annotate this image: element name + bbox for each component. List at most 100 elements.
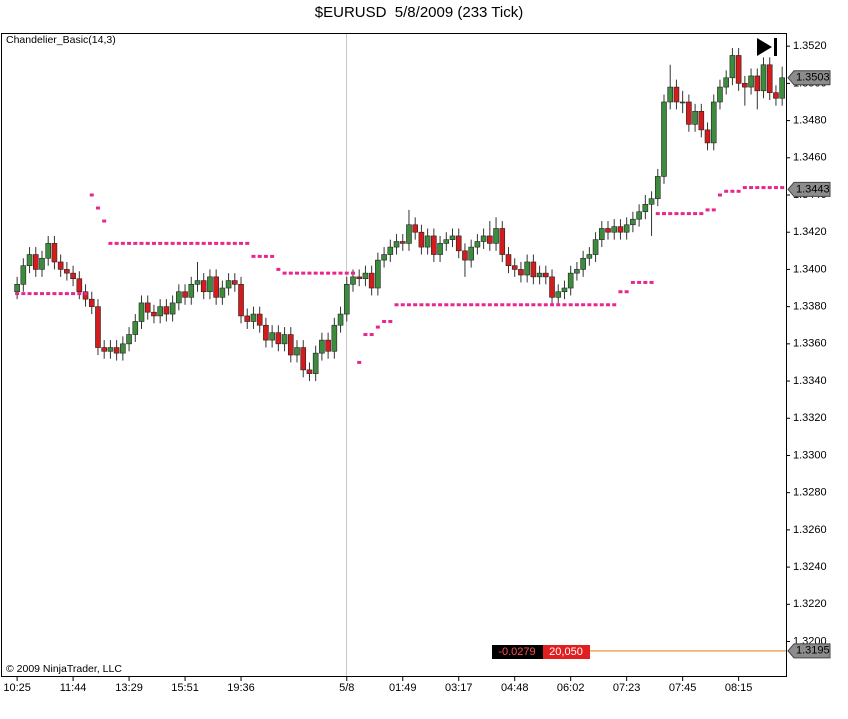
indicator-dot <box>307 271 312 275</box>
candle-body <box>151 311 157 317</box>
indicator-dot <box>89 193 94 197</box>
indicator-dot <box>151 241 156 245</box>
indicator-dot <box>425 303 430 307</box>
indicator-dot <box>494 303 499 307</box>
indicator-dot <box>95 206 100 210</box>
candle-body <box>82 291 89 300</box>
y-tick-label: 1.3240 <box>793 561 827 573</box>
price-marker <box>787 181 831 197</box>
indicator-dot <box>257 254 262 258</box>
indicator-dot <box>711 208 716 212</box>
candle-body <box>567 272 574 289</box>
play-icon[interactable] <box>757 38 772 56</box>
y-tick-label: 1.3360 <box>793 338 827 350</box>
candle-body <box>704 129 711 144</box>
candle-body <box>499 228 506 255</box>
indicator-dot <box>21 292 26 296</box>
indicator-dot <box>705 208 710 212</box>
indicator-dot <box>102 219 107 223</box>
indicator-dot <box>413 303 418 307</box>
y-tick-label: 1.3480 <box>793 114 827 126</box>
indicator-dot <box>164 241 169 245</box>
indicator-dot <box>562 303 567 307</box>
play-icon-bar[interactable] <box>774 38 777 56</box>
indicator-dot <box>574 303 579 307</box>
indicator-dot <box>207 241 212 245</box>
quantity-box <box>543 645 590 659</box>
indicator-dot <box>388 320 393 324</box>
indicator-dot <box>114 241 119 245</box>
candle-body <box>312 352 319 374</box>
candle-body <box>263 324 269 341</box>
indicator-dot <box>64 292 69 296</box>
candle-body <box>586 254 593 259</box>
candle-body <box>418 231 425 248</box>
candle-body <box>200 280 207 293</box>
candle-body <box>723 77 729 88</box>
play-button[interactable] <box>757 38 777 56</box>
indicator-dot <box>33 292 38 296</box>
x-tick-label: 13:29 <box>115 682 143 694</box>
candle-body <box>356 276 363 280</box>
candle-body <box>244 315 251 322</box>
indicator-dot <box>462 303 467 307</box>
indicator-dot <box>587 303 592 307</box>
indicator-dot <box>730 189 735 193</box>
y-tick-label: 1.3420 <box>793 226 827 238</box>
y-tick-label: 1.3400 <box>793 263 827 275</box>
indicator-dot <box>313 271 318 275</box>
indicator-dot <box>288 271 293 275</box>
candle-body <box>120 343 126 354</box>
indicator-dot <box>537 303 542 307</box>
candle-body <box>300 347 307 371</box>
indicator-dot <box>512 303 517 307</box>
indicator-dot <box>742 186 747 190</box>
x-tick-label: 06:02 <box>557 682 585 694</box>
candle-body <box>735 55 742 84</box>
indicator-dot <box>543 303 548 307</box>
y-tick-label: 1.3300 <box>793 449 827 461</box>
indicator-dot <box>108 241 113 245</box>
indicator-dot <box>674 212 679 216</box>
indicator-dot <box>661 212 666 216</box>
candle-body <box>176 291 182 304</box>
candle-body <box>536 272 543 278</box>
indicator-dot <box>531 303 536 307</box>
indicator-dot <box>226 241 231 245</box>
indicator-dot <box>487 303 492 307</box>
indicator-dot <box>282 271 287 275</box>
indicator-dot <box>357 360 362 364</box>
indicator-dot <box>568 303 573 307</box>
candle-body <box>642 204 649 213</box>
candle-body <box>561 287 568 293</box>
indicator-dot <box>444 303 449 307</box>
candle-body <box>163 306 170 315</box>
candle-body <box>362 272 369 280</box>
candle-body <box>543 272 549 278</box>
candle-body <box>493 228 499 244</box>
y-tick-label: 1.3520 <box>793 40 827 52</box>
candle-body <box>57 261 64 270</box>
candle-body <box>375 259 381 289</box>
candle-body <box>45 243 52 259</box>
candle-body <box>611 226 618 233</box>
candle-body <box>331 324 338 352</box>
indicator-dot <box>581 303 586 307</box>
candle-body <box>350 276 356 285</box>
indicator-dot <box>120 241 125 245</box>
indicator-dot <box>220 241 225 245</box>
candle-body <box>717 86 723 103</box>
candle-body <box>51 243 58 263</box>
indicator-dot <box>556 303 561 307</box>
candle-body <box>424 235 431 248</box>
candle-body <box>343 284 350 315</box>
candle-body <box>574 269 580 274</box>
candle-body <box>132 321 139 335</box>
candle-body <box>443 239 450 244</box>
indicator-dot <box>344 271 349 275</box>
candle-body <box>729 55 736 79</box>
candle-body <box>480 235 487 242</box>
indicator-dot <box>550 303 555 307</box>
pnl-box <box>492 645 543 659</box>
indicator-dot <box>363 333 368 337</box>
